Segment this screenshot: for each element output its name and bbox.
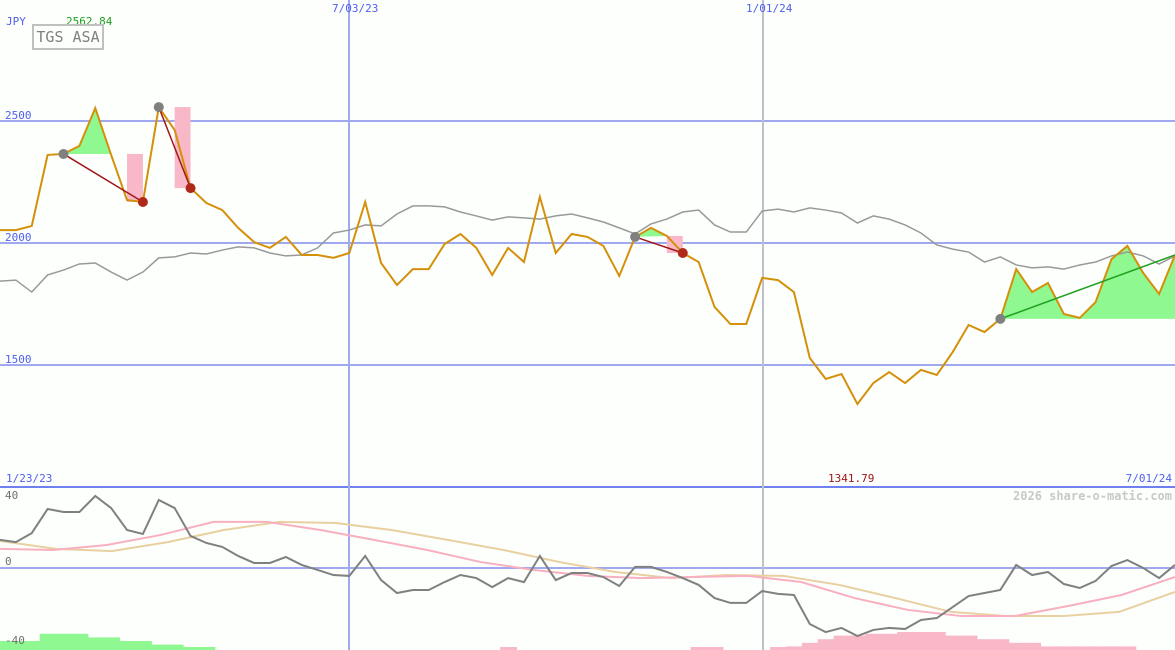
histogram-bar [134, 641, 152, 650]
xtick-7-03-23: 7/03/23 [332, 2, 379, 15]
signal-entry-marker [58, 148, 69, 159]
histogram-bar [913, 632, 930, 650]
histogram-bar [87, 637, 105, 650]
histogram-bar [944, 635, 962, 650]
osc-fast-line [0, 520, 1175, 618]
histogram-bar [500, 647, 518, 650]
histogram-bar [7, 641, 25, 650]
signal-line [63, 153, 144, 203]
osc-line [0, 494, 1175, 638]
histogram-bar [960, 635, 978, 650]
histogram-bar [801, 642, 819, 650]
histogram-bar [150, 644, 168, 650]
currency-label: JPY [6, 15, 26, 28]
xtick-1-01-24: 1/01/24 [746, 2, 793, 15]
histogram-bar [706, 647, 724, 650]
xrange-end: 7/01/24 [1125, 472, 1172, 485]
histogram-bar [1119, 646, 1137, 650]
histogram-bar [865, 633, 883, 650]
loss-area [127, 153, 143, 203]
xrange-start: 1/23/23 [6, 472, 53, 485]
signal-entry-marker [630, 231, 641, 242]
histogram-bar [1087, 646, 1105, 650]
histogram-bar [897, 632, 915, 650]
histogram-bar [198, 647, 216, 650]
histogram-bar [1071, 646, 1089, 650]
histogram-bar [0, 641, 9, 650]
ytick-1500: 1500 [5, 353, 32, 366]
histogram-bar [1008, 642, 1026, 650]
ytick-2500: 2500 [5, 109, 32, 122]
histogram-bar [1040, 646, 1057, 650]
histogram-bar [833, 635, 851, 650]
ticker-box: TGS ASA [32, 24, 104, 50]
histogram-bar [119, 641, 136, 650]
histogram-bar [1055, 646, 1073, 650]
signal-entry-marker [153, 102, 164, 113]
gain-area [635, 227, 667, 237]
histogram-bar [166, 644, 184, 650]
loss-area [174, 107, 191, 189]
average-line [0, 205, 1175, 294]
histogram-bar [976, 639, 994, 650]
histogram-bar [928, 632, 946, 650]
osc-ytick-neg40: -40 [5, 634, 25, 647]
histogram-bar [71, 633, 89, 650]
signal-exit-marker [137, 197, 148, 208]
ytick-2000: 2000 [5, 231, 32, 244]
histogram-bar [1024, 642, 1042, 650]
gain-area [63, 108, 112, 154]
histogram-bar [817, 639, 835, 650]
histogram-bar [849, 635, 867, 650]
histogram-bar [39, 633, 57, 650]
signal-exit-marker [185, 183, 196, 194]
signal-line [158, 106, 192, 189]
histogram-bar [770, 647, 787, 650]
price-line [0, 104, 1175, 406]
histogram-bar [182, 647, 200, 650]
osc-ytick-40: 40 [5, 489, 19, 502]
histogram-bar [1103, 646, 1121, 650]
histogram-bar [55, 633, 73, 650]
histogram-bar [881, 633, 899, 650]
osc-slow-line [0, 520, 1175, 618]
watermark: 2026 share-o-matic.com [1013, 489, 1172, 503]
osc-ytick-0: 0 [5, 555, 12, 568]
gain-area [1000, 245, 1175, 319]
signal-exit-marker [677, 248, 688, 259]
low-value-label: 1341.79 [828, 472, 875, 485]
signal-line [1000, 254, 1175, 320]
signal-line [634, 236, 684, 254]
histogram-bar [690, 647, 708, 650]
histogram-bar [785, 646, 803, 650]
histogram-bar [23, 641, 41, 650]
histogram-bar [103, 637, 121, 650]
histogram-bar [992, 639, 1010, 650]
signal-entry-marker [995, 313, 1006, 324]
